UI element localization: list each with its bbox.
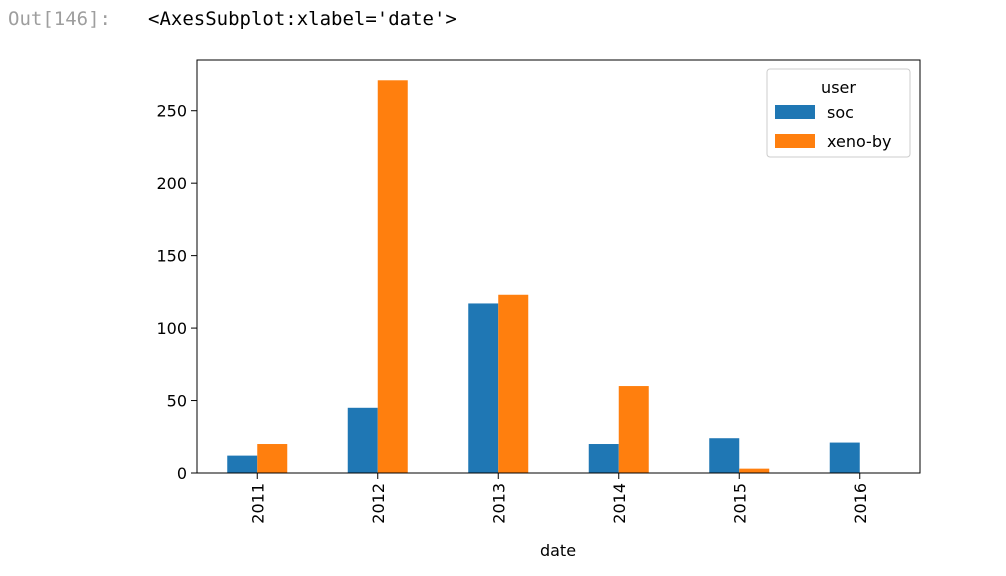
output-prompt: Out[146]: <box>8 8 111 30</box>
y-tick-label: 100 <box>156 319 187 338</box>
y-tick-label: 250 <box>156 102 187 121</box>
bars-group <box>227 80 860 473</box>
x-tick-label: 2014 <box>610 483 629 524</box>
output-repr-text: <AxesSubplot:xlabel='date'> <box>148 8 457 30</box>
bar-soc-2013 <box>468 303 499 473</box>
legend-label-soc: soc <box>827 103 854 122</box>
bar-xeno-by-2012 <box>377 80 408 473</box>
y-tick-label: 0 <box>177 464 187 483</box>
legend-swatch-xeno-by <box>775 134 815 148</box>
legend: user soc xeno-by <box>766 68 911 158</box>
bar-soc-2011 <box>227 455 258 473</box>
legend-title: user <box>821 78 856 97</box>
y-tick-label: 200 <box>156 174 187 193</box>
bar-soc-2012 <box>347 407 378 473</box>
y-tick-label: 50 <box>167 392 187 411</box>
bar-xeno-by-2011 <box>257 444 288 473</box>
x-tick-label: 2011 <box>248 483 267 524</box>
legend-swatch-soc <box>775 105 815 119</box>
bar-xeno-by-2014 <box>618 386 649 473</box>
y-axis: 0 50 100 150 200 250 <box>156 102 197 483</box>
bar-xeno-by-2013 <box>498 294 529 473</box>
x-tick-label: 2012 <box>369 483 388 524</box>
legend-label-xeno-by: xeno-by <box>827 132 891 151</box>
x-axis-label: date <box>540 541 576 560</box>
y-tick-label: 150 <box>156 247 187 266</box>
x-tick-label: 2015 <box>730 483 749 524</box>
bar-soc-2014 <box>588 444 619 473</box>
bar-xeno-by-2015 <box>739 468 770 473</box>
x-tick-label: 2013 <box>489 483 508 524</box>
axes-frame <box>196 59 921 474</box>
bar-soc-2015 <box>709 438 740 473</box>
bar-soc-2016 <box>829 442 860 473</box>
x-axis: 2011 2012 2013 2014 2015 2016 <box>248 473 870 524</box>
x-tick-label: 2016 <box>851 483 870 524</box>
